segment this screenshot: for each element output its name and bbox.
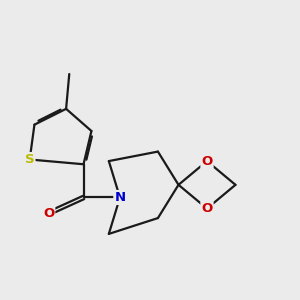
Text: S: S <box>25 153 34 166</box>
Text: O: O <box>201 202 213 215</box>
Text: O: O <box>201 154 213 168</box>
Text: N: N <box>114 191 125 204</box>
Text: O: O <box>43 207 54 220</box>
